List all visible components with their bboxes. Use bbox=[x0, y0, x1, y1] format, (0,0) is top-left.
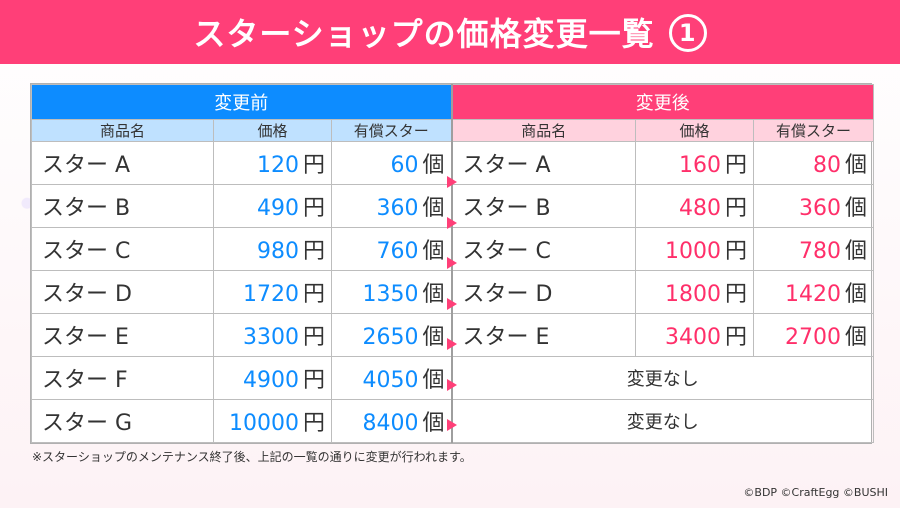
price-after: 160 円 bbox=[635, 141, 754, 185]
table-row: スター G 10000 円 8400 個変更なし bbox=[31, 399, 874, 443]
title-bar: スターショップの価格変更一覧 1 bbox=[0, 0, 900, 64]
item-name-before: スター C bbox=[31, 227, 214, 271]
col-price-before: 価格 bbox=[213, 119, 332, 142]
price-before: 120 円 bbox=[213, 141, 332, 185]
arrow-icon bbox=[447, 176, 457, 188]
price-after: 3400 円 bbox=[635, 313, 754, 357]
arrow-icon bbox=[447, 378, 457, 391]
item-name-before: スター E bbox=[31, 313, 214, 357]
item-name-before: スター F bbox=[31, 356, 214, 400]
item-name-after: スター D bbox=[450, 270, 636, 314]
arrow-icon bbox=[447, 257, 457, 269]
header-before: 変更前 bbox=[31, 84, 452, 120]
no-change: 変更なし bbox=[450, 356, 874, 400]
stars-before: 1350 個 bbox=[331, 270, 452, 314]
stars-before: 2650 個 bbox=[331, 313, 452, 357]
stars-before: 60 個 bbox=[331, 141, 452, 185]
item-name-after: スター A bbox=[450, 141, 636, 185]
stars-before: 8400 個 bbox=[331, 399, 452, 443]
stars-before: 760 個 bbox=[331, 227, 452, 271]
arrow-icon bbox=[447, 419, 457, 431]
price-after: 1000 円 bbox=[635, 227, 754, 271]
table-row: スター C 980 円 760 個スター C 1000 円 780 個 bbox=[31, 227, 874, 271]
stars-after: 80 個 bbox=[753, 141, 874, 185]
stars-after: 780 個 bbox=[753, 227, 874, 271]
no-change: 変更なし bbox=[450, 399, 874, 443]
price-before: 1720 円 bbox=[213, 270, 332, 314]
item-name-before: スター B bbox=[31, 184, 214, 228]
col-item-after: 商品名 bbox=[450, 119, 636, 142]
price-before: 10000 円 bbox=[213, 399, 332, 443]
stars-before: 4050 個 bbox=[331, 356, 452, 400]
title-number: 1 bbox=[668, 14, 707, 52]
stars-after: 2700 個 bbox=[753, 313, 874, 357]
item-name-before: スター G bbox=[31, 399, 214, 443]
price-before: 490 円 bbox=[213, 184, 332, 228]
col-stars-after: 有償スター bbox=[753, 119, 874, 142]
footnote: ※スターショップのメンテナンス終了後、上記の一覧の通りに変更が行われます。 bbox=[32, 450, 472, 464]
stars-before: 360 個 bbox=[331, 184, 452, 228]
stars-after: 1420 個 bbox=[753, 270, 874, 314]
item-name-after: スター B bbox=[450, 184, 636, 228]
copyright: ©BDP ©CraftEgg ©BUSHI bbox=[743, 486, 888, 499]
arrow-icon bbox=[447, 216, 457, 229]
table-row: スター A 120 円 60 個スター A 160 円 80 個 bbox=[31, 141, 874, 185]
item-name-before: スター D bbox=[31, 270, 214, 314]
table-row: スター D 1720 円 1350 個スター D 1800 円 1420 個 bbox=[31, 270, 874, 314]
item-name-after: スター E bbox=[450, 313, 636, 357]
arrow-icon bbox=[447, 297, 457, 310]
table-row: スター B 490 円 360 個スター B 480 円 360 個 bbox=[31, 184, 874, 228]
page-title: スターショップの価格変更一覧 1 bbox=[193, 9, 707, 55]
arrow-icon bbox=[447, 338, 457, 350]
price-after: 480 円 bbox=[635, 184, 754, 228]
col-stars-before: 有償スター bbox=[331, 119, 452, 142]
price-after: 1800 円 bbox=[635, 270, 754, 314]
item-name-before: スター A bbox=[31, 141, 214, 185]
table-row: スター E 3300 円 2650 個スター E 3400 円 2700 個 bbox=[31, 313, 874, 357]
price-before: 980 円 bbox=[213, 227, 332, 271]
price-before: 3300 円 bbox=[213, 313, 332, 357]
table-row: スター F 4900 円 4050 個変更なし bbox=[31, 356, 874, 400]
item-name-after: スター C bbox=[450, 227, 636, 271]
header-after: 変更後 bbox=[450, 84, 874, 120]
price-before: 4900 円 bbox=[213, 356, 332, 400]
col-item-before: 商品名 bbox=[31, 119, 214, 142]
stars-after: 360 個 bbox=[753, 184, 874, 228]
col-price-after: 価格 bbox=[635, 119, 754, 142]
